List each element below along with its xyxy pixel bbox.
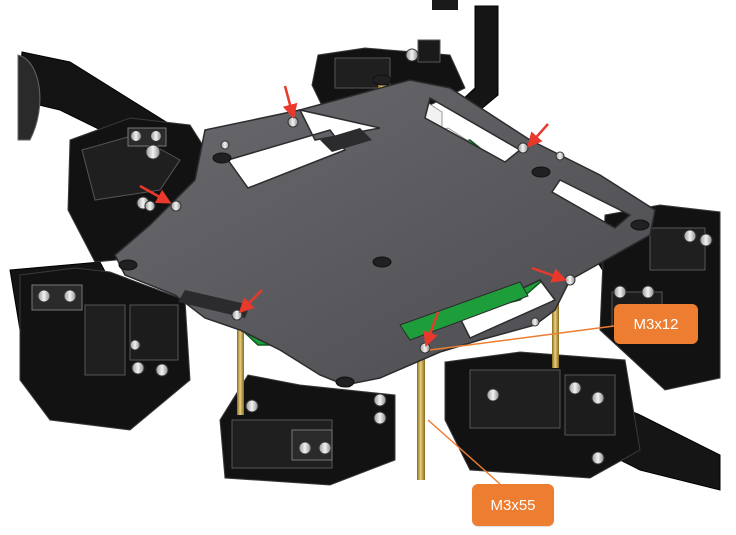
servo-left — [19, 267, 191, 431]
mounting-plate — [114, 74, 656, 388]
standoff-front — [417, 358, 425, 480]
arrow-bottom-left — [238, 289, 263, 314]
servo-bottom-right — [444, 351, 641, 479]
arrow-top-right — [527, 123, 549, 148]
standoff-left — [237, 330, 244, 415]
callout-m3x55: M3x55 — [472, 484, 554, 526]
arrow-top-left — [282, 85, 298, 120]
leg-top-tip — [432, 0, 458, 10]
wheel-upper-left — [17, 54, 41, 141]
arrow-bottom — [423, 311, 440, 348]
arrow-right — [531, 266, 568, 283]
plate-cutout-center — [320, 128, 372, 152]
leader-m3x12 — [429, 325, 615, 351]
callout-m3x12: M3x12 — [614, 304, 698, 344]
arrow-left — [139, 184, 172, 204]
servo-bottom-left — [219, 374, 396, 486]
red-arrows — [139, 85, 568, 348]
plate-cutout-left — [178, 290, 250, 318]
leader-lines — [427, 325, 615, 485]
leader-m3x55 — [427, 419, 501, 485]
